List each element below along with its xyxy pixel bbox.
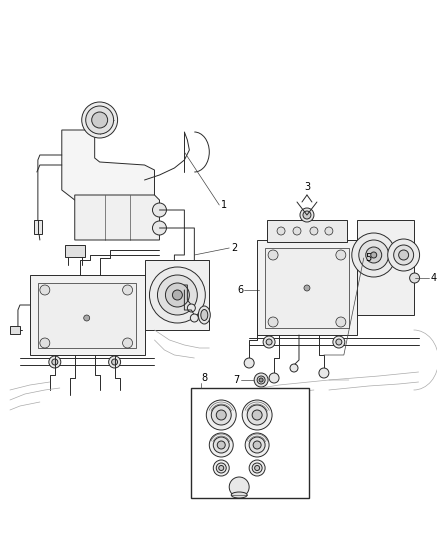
Circle shape [191,314,198,322]
Bar [267,220,347,242]
Circle shape [187,304,195,312]
Circle shape [213,460,229,476]
Circle shape [336,250,346,260]
Circle shape [333,336,345,348]
Circle shape [52,359,58,365]
Circle shape [254,373,268,387]
Circle shape [252,410,262,420]
Circle shape [249,437,265,453]
Circle shape [249,460,265,476]
Circle shape [336,317,346,327]
Bar [191,388,309,498]
Circle shape [336,339,342,345]
Text: 8: 8 [201,373,208,383]
Circle shape [86,106,113,134]
Circle shape [268,250,278,260]
Circle shape [166,283,189,307]
Circle shape [84,315,90,321]
Circle shape [293,227,301,235]
Circle shape [304,285,310,291]
Circle shape [40,338,50,348]
Circle shape [257,376,265,384]
Circle shape [259,378,263,382]
Ellipse shape [231,492,247,498]
Circle shape [252,463,262,473]
Circle shape [303,211,311,219]
Circle shape [182,286,192,296]
Circle shape [277,227,285,235]
Circle shape [152,203,166,217]
Circle shape [173,290,182,300]
Text: 4: 4 [431,273,437,283]
Circle shape [213,437,229,453]
Circle shape [149,267,205,323]
Text: 1: 1 [221,200,227,210]
Text: 3: 3 [304,182,310,192]
Bar [65,245,85,257]
Circle shape [242,400,272,430]
Circle shape [269,373,279,383]
Text: 7: 7 [233,375,239,385]
Circle shape [82,102,117,138]
Circle shape [40,285,50,295]
Circle shape [229,477,249,497]
Ellipse shape [201,310,208,320]
Circle shape [388,239,420,271]
Circle shape [325,227,333,235]
Circle shape [253,441,261,449]
Ellipse shape [198,306,210,324]
Circle shape [211,405,231,425]
Circle shape [371,252,377,258]
Circle shape [319,368,329,378]
Circle shape [394,245,413,265]
Text: 6: 6 [237,285,243,295]
Circle shape [123,285,133,295]
Circle shape [310,227,318,235]
Circle shape [206,400,236,430]
Circle shape [352,233,396,277]
Bar [10,326,20,334]
Circle shape [263,336,275,348]
Circle shape [290,364,298,372]
Circle shape [217,441,225,449]
Bar [34,220,42,234]
Circle shape [245,433,269,457]
Circle shape [359,240,389,270]
Circle shape [268,317,278,327]
Circle shape [216,410,226,420]
Polygon shape [75,195,159,240]
Circle shape [399,250,409,260]
Circle shape [173,281,184,291]
Circle shape [410,273,420,283]
Polygon shape [30,275,145,355]
Polygon shape [145,260,209,330]
Circle shape [109,356,120,368]
Circle shape [366,247,381,263]
Circle shape [158,275,198,315]
Circle shape [247,405,267,425]
Circle shape [244,358,254,368]
Circle shape [266,339,272,345]
Circle shape [216,463,226,473]
Circle shape [254,465,260,471]
Bar [265,248,349,328]
Polygon shape [257,240,357,335]
Polygon shape [62,130,155,205]
Circle shape [112,359,117,365]
Circle shape [219,465,224,471]
Circle shape [152,221,166,235]
Bar [38,283,135,348]
Text: 2: 2 [231,243,237,253]
Circle shape [49,356,61,368]
Circle shape [209,433,233,457]
Circle shape [92,112,108,128]
Circle shape [123,338,133,348]
Text: 5: 5 [365,253,371,263]
Polygon shape [357,220,413,315]
Circle shape [300,208,314,222]
